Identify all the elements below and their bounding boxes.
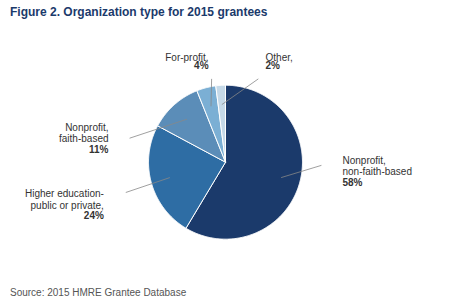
svg-text:Higher education-public or pri: Higher education-public or private, bbox=[25, 188, 104, 211]
svg-text:For-profit,: For-profit, bbox=[165, 51, 209, 63]
html-text:Figure 2. Organization type fo: Figure 2. Organization type for 2015 gra… bbox=[10, 5, 268, 19]
svg-text:Nonprofit,non-faith-based: Nonprofit,non-faith-based bbox=[342, 155, 412, 178]
svg-text:2%: 2% bbox=[266, 60, 281, 71]
svg-text:Nonprofit,faith-based: Nonprofit,faith-based bbox=[59, 122, 108, 144]
svg-text:Other,: Other, bbox=[265, 51, 293, 63]
svg-text:4%: 4% bbox=[194, 60, 209, 71]
html-text:Source: 2015 HMRE Grantee Data: Source: 2015 HMRE Grantee Database bbox=[10, 287, 187, 298]
svg-text:24%: 24% bbox=[84, 210, 104, 221]
svg-text:58%: 58% bbox=[342, 177, 362, 188]
svg-text:11%: 11% bbox=[89, 144, 109, 155]
